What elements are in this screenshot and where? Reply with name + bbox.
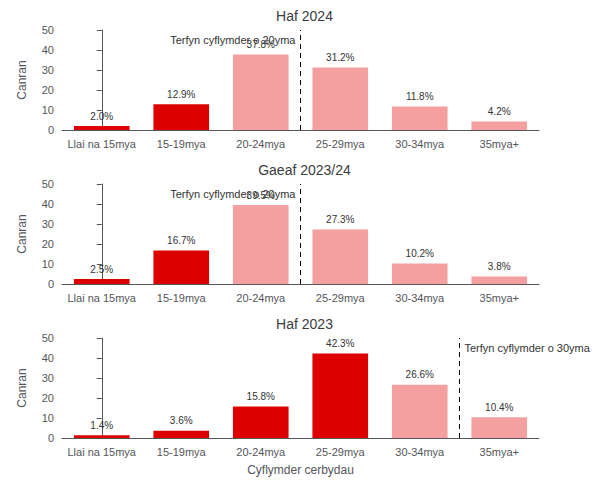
svg-text:30: 30: [42, 64, 54, 76]
svg-text:50: 50: [42, 178, 54, 190]
svg-text:40: 40: [42, 352, 54, 364]
svg-text:Cyflymder cerbydau: Cyflymder cerbydau: [247, 463, 354, 477]
svg-text:20-24mya: 20-24mya: [236, 446, 286, 458]
svg-text:2.0%: 2.0%: [90, 111, 113, 122]
svg-text:25-29mya: 25-29mya: [316, 138, 366, 150]
svg-text:15-19mya: 15-19mya: [157, 292, 207, 304]
svg-text:15-19mya: 15-19mya: [157, 446, 207, 458]
svg-text:0: 0: [48, 124, 54, 136]
svg-text:50: 50: [42, 332, 54, 344]
svg-text:4.2%: 4.2%: [488, 106, 511, 117]
svg-text:10.2%: 10.2%: [406, 248, 434, 259]
svg-text:Llai na 15mya: Llai na 15mya: [68, 292, 137, 304]
svg-text:3.8%: 3.8%: [488, 261, 511, 272]
svg-text:20-24mya: 20-24mya: [236, 292, 286, 304]
svg-text:10: 10: [42, 412, 54, 424]
svg-text:35mya+: 35mya+: [480, 292, 519, 304]
svg-text:11.8%: 11.8%: [406, 91, 434, 102]
svg-text:Canran: Canran: [15, 214, 29, 253]
svg-text:20: 20: [42, 392, 54, 404]
svg-text:Haf 2024: Haf 2024: [276, 8, 333, 24]
svg-text:31.2%: 31.2%: [326, 52, 354, 63]
svg-text:10: 10: [42, 258, 54, 270]
svg-text:10: 10: [42, 104, 54, 116]
svg-text:Llai na 15mya: Llai na 15mya: [68, 446, 137, 458]
svg-text:30-34mya: 30-34mya: [395, 292, 445, 304]
svg-text:35mya+: 35mya+: [480, 138, 519, 150]
svg-text:12.9%: 12.9%: [167, 89, 195, 100]
svg-text:30: 30: [42, 218, 54, 230]
svg-text:40: 40: [42, 44, 54, 56]
svg-text:2.5%: 2.5%: [90, 264, 113, 275]
svg-text:3.6%: 3.6%: [170, 415, 193, 426]
svg-text:25-29mya: 25-29mya: [316, 292, 366, 304]
svg-text:50: 50: [42, 24, 54, 36]
svg-text:25-29mya: 25-29mya: [316, 446, 366, 458]
svg-text:Terfyn cyflymder o 20yma: Terfyn cyflymder o 20yma: [170, 188, 296, 200]
svg-text:20-24mya: 20-24mya: [236, 138, 286, 150]
svg-text:16.7%: 16.7%: [167, 235, 195, 246]
svg-text:30-34mya: 30-34mya: [395, 446, 445, 458]
svg-text:40: 40: [42, 198, 54, 210]
svg-text:10.4%: 10.4%: [485, 402, 513, 413]
svg-text:30-34mya: 30-34mya: [395, 138, 445, 150]
svg-text:0: 0: [48, 278, 54, 290]
svg-text:20: 20: [42, 84, 54, 96]
svg-text:30: 30: [42, 372, 54, 384]
svg-text:Gaeaf 2023/24: Gaeaf 2023/24: [258, 162, 351, 178]
svg-text:20: 20: [42, 238, 54, 250]
svg-text:27.3%: 27.3%: [326, 214, 354, 225]
svg-text:Canran: Canran: [15, 368, 29, 407]
svg-text:Canran: Canran: [15, 60, 29, 99]
svg-text:15.8%: 15.8%: [247, 391, 275, 402]
svg-text:42.3%: 42.3%: [326, 338, 354, 349]
svg-text:Llai na 15mya: Llai na 15mya: [68, 138, 137, 150]
svg-text:Terfyn cyflymder o 30yma: Terfyn cyflymder o 30yma: [465, 342, 591, 354]
svg-text:Terfyn cyflymder o 20yma: Terfyn cyflymder o 20yma: [170, 34, 296, 46]
svg-text:1.4%: 1.4%: [90, 420, 113, 431]
svg-text:0: 0: [48, 432, 54, 444]
svg-text:Haf 2023: Haf 2023: [276, 316, 333, 332]
svg-text:26.6%: 26.6%: [406, 369, 434, 380]
svg-text:15-19mya: 15-19mya: [157, 138, 207, 150]
svg-text:35mya+: 35mya+: [480, 446, 519, 458]
